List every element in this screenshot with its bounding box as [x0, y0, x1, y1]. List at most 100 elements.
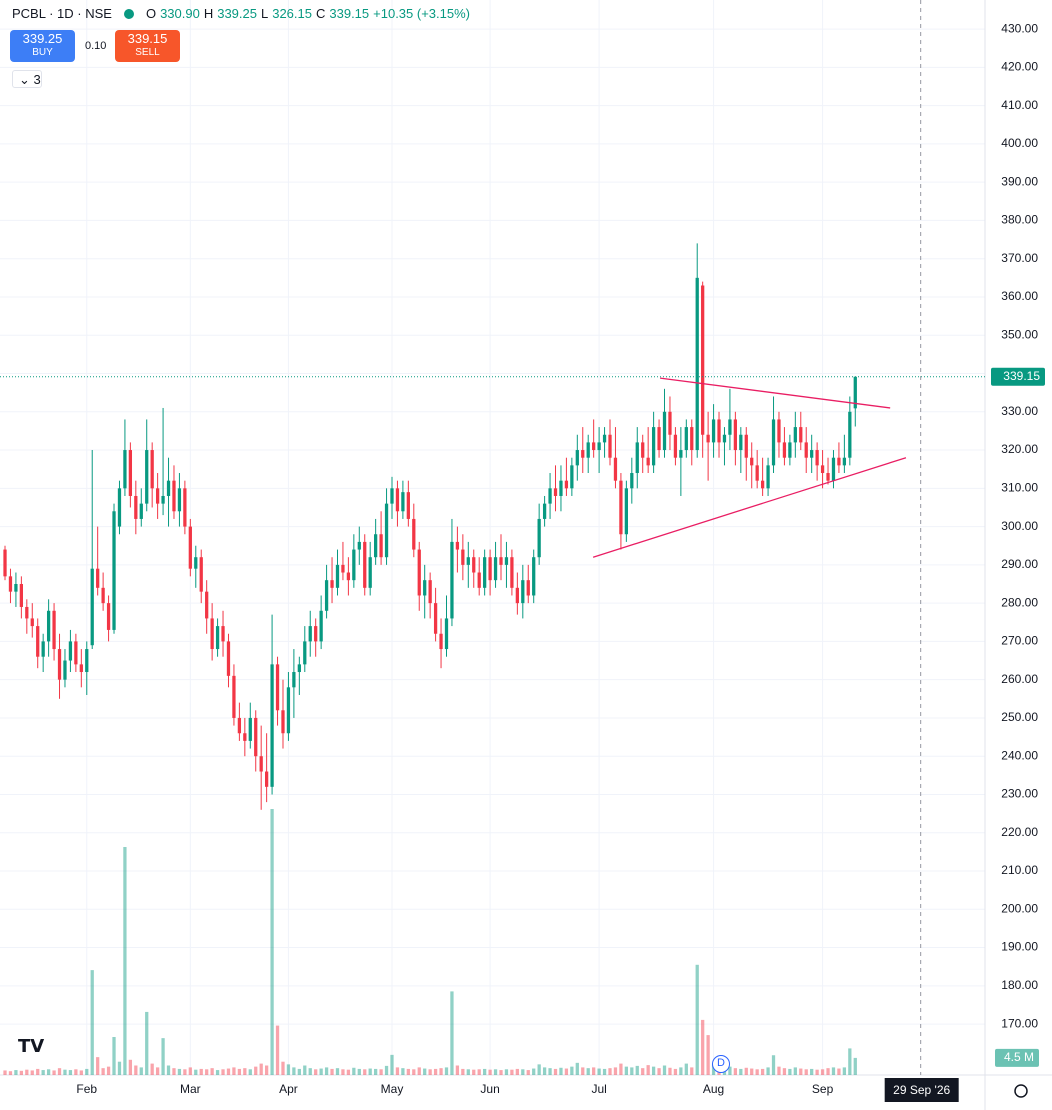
volume-bar — [3, 1070, 7, 1075]
volume-bar — [581, 1067, 585, 1075]
volume-bar — [810, 1068, 814, 1075]
volume-bar — [771, 1055, 776, 1075]
volume-bar — [477, 1069, 481, 1075]
volume-bar — [46, 1069, 51, 1075]
volume-bar — [695, 964, 699, 1075]
volume-bar — [592, 1067, 596, 1075]
candle-body — [564, 480, 569, 489]
y-tick-label: 390.00 — [1001, 174, 1038, 188]
volume-bar — [684, 1063, 688, 1075]
volume-bar — [384, 1065, 389, 1075]
candle-body — [112, 511, 116, 630]
candle-body — [444, 618, 449, 650]
volume-bar — [106, 1066, 111, 1075]
volume-bar — [324, 1067, 329, 1075]
volume-bar — [673, 1068, 678, 1075]
y-tick-label: 290.00 — [1001, 557, 1038, 571]
candle-body — [281, 710, 285, 734]
volume-bar — [575, 1062, 579, 1075]
candle-body — [292, 672, 296, 688]
candle-body — [793, 427, 797, 443]
volume-bar — [259, 1063, 263, 1075]
volume-bar — [586, 1068, 590, 1075]
candle-body — [483, 557, 487, 588]
volume-bar — [466, 1069, 470, 1075]
volume-bar — [455, 1065, 460, 1075]
volume-bar — [848, 1048, 852, 1075]
candle-body — [314, 626, 318, 642]
volume-bar — [74, 1069, 78, 1075]
volume-bar — [30, 1070, 34, 1075]
candle-body — [406, 492, 410, 519]
volume-bar — [390, 1054, 394, 1075]
volume-bar — [450, 991, 454, 1075]
volume-bar — [423, 1068, 427, 1075]
volume-bar — [597, 1068, 601, 1075]
candle-body — [433, 603, 438, 634]
candle-body — [602, 434, 607, 443]
y-tick-label: 360.00 — [1001, 289, 1038, 303]
candle-body — [155, 488, 160, 504]
volume-bar — [379, 1069, 383, 1075]
volume-bar — [804, 1069, 808, 1075]
candle-body — [521, 580, 525, 604]
volume-bar — [155, 1067, 160, 1075]
volume-bar — [57, 1068, 62, 1075]
candle-body — [848, 411, 852, 458]
candle-body — [275, 664, 280, 711]
sell-button[interactable]: 339.15 SELL — [115, 30, 180, 62]
candle-body — [374, 534, 378, 558]
volume-bar — [510, 1069, 514, 1075]
indicators-toggle[interactable]: ⌄ 3 — [12, 70, 42, 88]
volume-bar — [36, 1068, 40, 1075]
y-tick-label: 280.00 — [1001, 595, 1038, 609]
y-tick-label: 370.00 — [1001, 251, 1038, 265]
candle-body — [215, 626, 220, 650]
dividend-badge[interactable]: D — [712, 1055, 730, 1073]
volume-bar — [90, 970, 94, 1075]
candle-body — [662, 411, 667, 451]
buy-button[interactable]: 339.25 BUY — [10, 30, 75, 62]
volume-bar — [199, 1068, 203, 1075]
volume-bar — [548, 1068, 552, 1075]
candle-body — [117, 488, 122, 527]
candle-body — [96, 568, 100, 588]
volume-bar — [85, 1068, 89, 1075]
volume-bar — [215, 1070, 220, 1075]
volume-bar — [793, 1067, 797, 1075]
y-tick-label: 180.00 — [1001, 978, 1038, 992]
volume-bar — [788, 1068, 792, 1075]
volume-bar — [41, 1070, 45, 1075]
volume-bar — [624, 1066, 628, 1075]
y-tick-label: 210.00 — [1001, 863, 1038, 877]
candle-body — [673, 434, 678, 458]
volume-bar — [619, 1063, 623, 1075]
candle-body — [232, 675, 236, 718]
candle-body — [630, 473, 634, 489]
candle-body — [210, 618, 214, 650]
candle-body — [635, 442, 639, 474]
candle-body — [319, 610, 323, 642]
volume-bar — [292, 1067, 296, 1075]
candle-body — [461, 549, 465, 565]
volume-bar — [553, 1068, 558, 1075]
candle-body — [515, 587, 519, 604]
volume-bar — [101, 1068, 105, 1075]
candle-body — [771, 419, 776, 466]
volume-bar — [25, 1069, 29, 1075]
candle-body — [286, 687, 291, 734]
candle-body — [755, 465, 759, 481]
legend: PCBL · 1D · NSE O 330.90 H 339.25 L 326.15 … — [12, 6, 470, 21]
candle-body — [613, 457, 618, 481]
volume-bar — [14, 1070, 18, 1075]
volume-bar — [117, 1061, 122, 1075]
volume-bar — [8, 1071, 13, 1075]
y-tick-label: 430.00 — [1001, 21, 1038, 35]
candle-body — [690, 427, 694, 451]
volume-bar — [374, 1068, 378, 1075]
volume-bar — [357, 1068, 361, 1075]
o-value: 330.90 — [160, 6, 200, 21]
volume-bar — [346, 1069, 351, 1075]
y-tick-label: 270.00 — [1001, 634, 1038, 648]
